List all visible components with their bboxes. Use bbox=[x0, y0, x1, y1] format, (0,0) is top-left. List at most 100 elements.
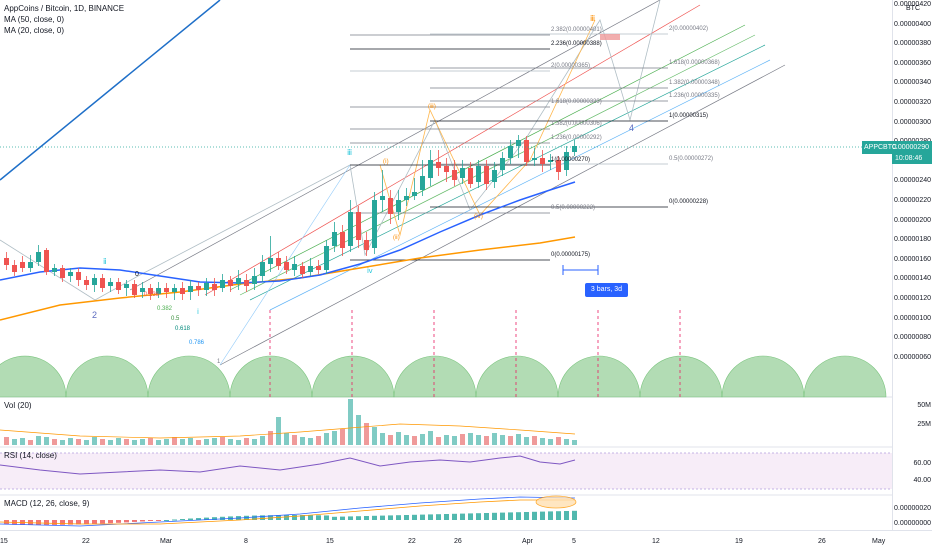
price-tick: 0.00000060 bbox=[894, 353, 931, 361]
wave-label[interactable]: ⅲ bbox=[347, 148, 353, 157]
macd-bar bbox=[76, 520, 81, 525]
candle-body bbox=[188, 286, 193, 292]
price-axis[interactable]: 0.00000420 0.00000400 0.00000380 0.00000360… bbox=[892, 0, 932, 530]
volume-bar bbox=[412, 436, 417, 445]
currency-label: BTC bbox=[906, 5, 920, 12]
volume-bar bbox=[404, 435, 409, 445]
vol-legend[interactable]: Vol (20) bbox=[4, 401, 32, 410]
price-tick: 0.00000380 bbox=[894, 40, 931, 48]
candle-body bbox=[356, 212, 361, 240]
candle-body bbox=[484, 166, 489, 184]
price-tick: 0.00000220 bbox=[894, 197, 931, 204]
volume-bar bbox=[516, 434, 521, 445]
candle-body bbox=[260, 262, 265, 276]
wave-label[interactable]: ⅲ bbox=[590, 14, 596, 23]
volume-bar bbox=[124, 439, 129, 445]
wave-label[interactable]: (ⅲ) bbox=[428, 104, 436, 110]
candle-body bbox=[396, 200, 401, 212]
candle-body bbox=[572, 146, 577, 152]
macd-bar bbox=[52, 520, 57, 525]
volume-bar bbox=[180, 439, 185, 445]
volume-bar bbox=[100, 439, 105, 445]
macd-bar bbox=[340, 516, 345, 520]
candle-body bbox=[244, 280, 249, 286]
candle-body bbox=[388, 198, 393, 214]
volume-bar bbox=[444, 435, 449, 445]
ma50-legend[interactable]: MA (50, close, 0) bbox=[4, 15, 65, 24]
macd-bar bbox=[108, 520, 113, 524]
macd-bar bbox=[284, 515, 289, 520]
time-tick: Apr bbox=[522, 538, 533, 545]
countdown-label: 10:08:46 bbox=[892, 154, 932, 164]
macd-bar bbox=[548, 511, 553, 520]
rsi-legend[interactable]: RSI (14, close) bbox=[4, 451, 57, 460]
price-tick: 0.00000340 bbox=[894, 79, 931, 87]
macd-bar bbox=[44, 520, 49, 525]
wave-label[interactable]: (ⅱ) bbox=[393, 235, 400, 241]
wave-label[interactable]: 4 bbox=[629, 123, 635, 133]
macd-bar bbox=[220, 516, 225, 520]
volume-bar bbox=[84, 440, 89, 445]
wave-label[interactable]: ⅰ bbox=[197, 309, 199, 316]
fib-left-label: 0.618 bbox=[175, 326, 191, 332]
wave-label[interactable]: (ⅰ) bbox=[383, 159, 389, 165]
signal-line bbox=[0, 499, 575, 525]
fib-ext-label: 2.382(0.00000401) bbox=[551, 27, 602, 33]
cycle-arc bbox=[721, 355, 805, 398]
wave-label[interactable]: ⅳ bbox=[367, 268, 373, 275]
candle-body bbox=[324, 246, 329, 270]
candle-body bbox=[228, 280, 233, 286]
candle-body bbox=[372, 200, 377, 248]
measure-tooltip[interactable]: 3 bars, 3d bbox=[585, 283, 628, 297]
macd-tick: 0.00000020 bbox=[894, 505, 931, 512]
candle-body bbox=[84, 280, 89, 285]
macd-bar bbox=[316, 515, 321, 520]
volume-bar bbox=[252, 439, 257, 445]
wave-label[interactable]: 2 bbox=[92, 310, 98, 320]
candle-body bbox=[140, 288, 145, 292]
channel-line bbox=[204, 4, 701, 296]
candle-body bbox=[4, 258, 9, 265]
fib-ext-label: 1.382(0.00000306) bbox=[551, 121, 602, 127]
macd-bar bbox=[148, 520, 153, 521]
price-tick: 0.00000140 bbox=[894, 275, 931, 283]
wave-label[interactable]: ⅱ bbox=[103, 257, 107, 266]
macd-bar bbox=[372, 515, 377, 520]
time-axis[interactable]: 15 22 Mar 8 15 22 26 Apr 5 12 19 26 May bbox=[0, 530, 932, 551]
volume-bar bbox=[572, 440, 577, 445]
channel-line bbox=[269, 59, 771, 311]
cycle-arc bbox=[311, 355, 395, 398]
volume-bar bbox=[308, 438, 313, 445]
macd-bar bbox=[156, 520, 161, 521]
cycle-arc bbox=[0, 355, 67, 398]
candle-body bbox=[404, 196, 409, 200]
wave-path bbox=[379, 19, 596, 237]
macd-tick: 0.00000000 bbox=[894, 520, 931, 527]
macd-legend[interactable]: MACD (12, 26, close, 9) bbox=[4, 499, 90, 508]
macd-bar bbox=[396, 515, 401, 520]
volume-bar bbox=[380, 433, 385, 445]
volume-bar bbox=[196, 440, 201, 445]
wave-label[interactable]: 0 bbox=[135, 271, 139, 278]
chart-canvas[interactable] bbox=[0, 0, 892, 530]
volume-bar bbox=[332, 431, 337, 445]
time-tick: 22 bbox=[82, 538, 90, 545]
candle-body bbox=[220, 280, 225, 288]
symbol-legend[interactable]: AppCoins / Bitcoin, 1D, BINANCE bbox=[4, 4, 125, 13]
macd-bar bbox=[476, 513, 481, 520]
time-tick: 22 bbox=[408, 538, 416, 545]
candle-body bbox=[332, 232, 337, 246]
ma20-legend[interactable]: MA (20, close, 0) bbox=[4, 26, 65, 35]
candle-body bbox=[452, 170, 457, 180]
price-tick: 0.00000320 bbox=[894, 99, 931, 106]
candle-body bbox=[412, 192, 417, 196]
candle-body bbox=[108, 282, 113, 286]
wave-label[interactable]: (ⅳ) bbox=[474, 214, 483, 220]
macd-bar bbox=[460, 513, 465, 520]
volume-bar bbox=[500, 435, 505, 445]
volume-bar bbox=[68, 438, 73, 445]
candle-body bbox=[76, 272, 81, 280]
volume-bar bbox=[236, 440, 241, 445]
candle-body bbox=[308, 266, 313, 272]
